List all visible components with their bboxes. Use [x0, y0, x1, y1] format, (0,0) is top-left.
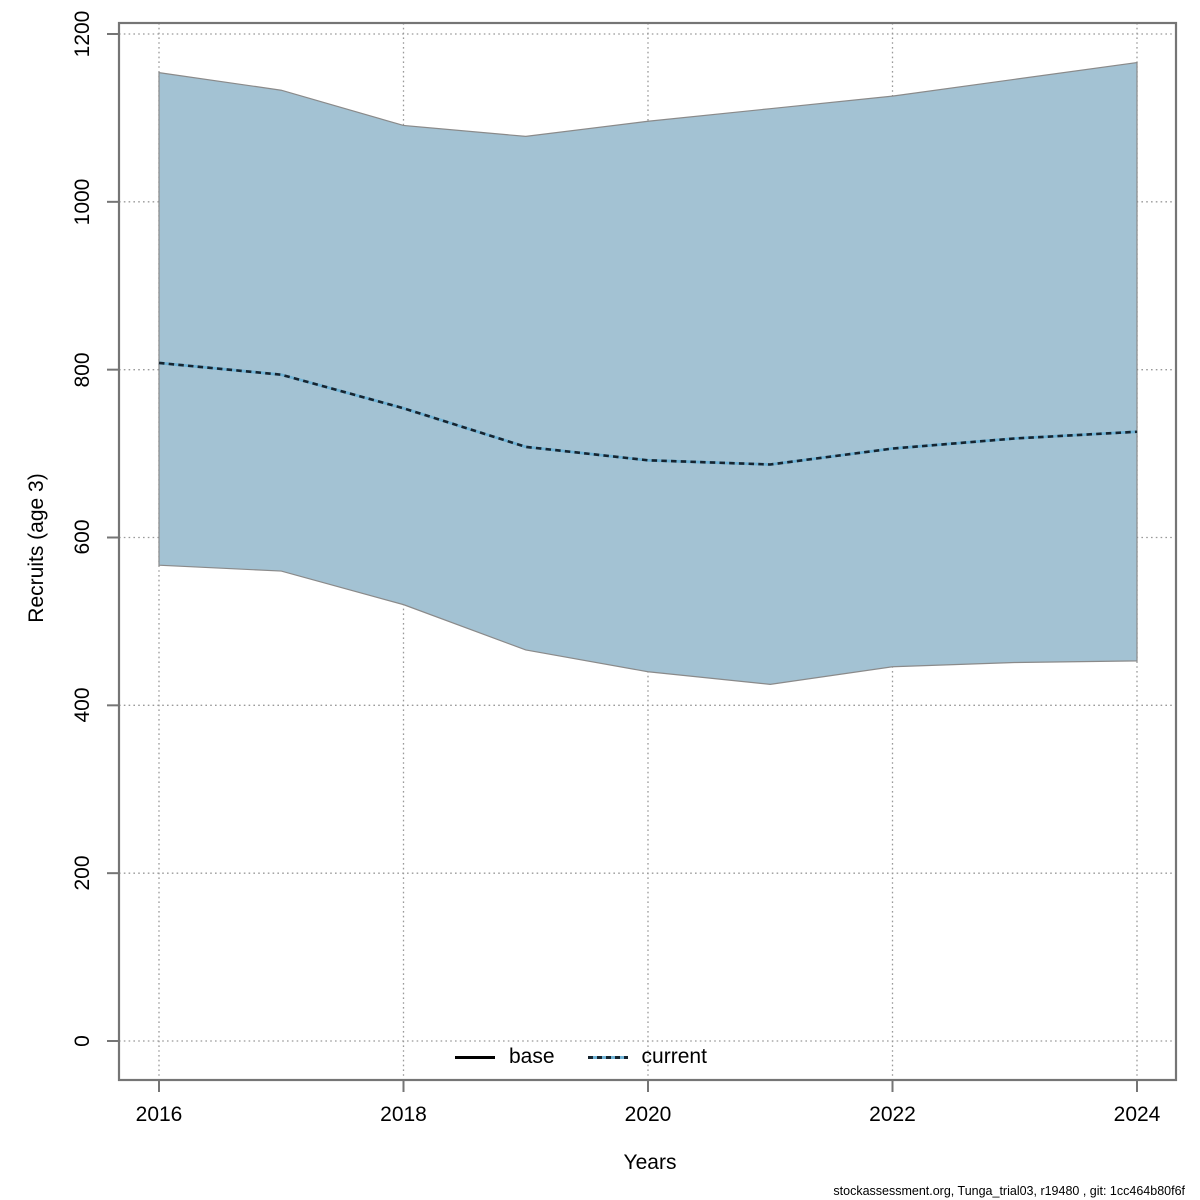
y-tick-label: 200: [71, 855, 94, 891]
x-tick-label: 2020: [624, 1103, 672, 1126]
x-tick-label: 2022: [869, 1103, 916, 1126]
y-tick-label: 800: [71, 352, 94, 388]
x-tick-label: 2018: [380, 1103, 427, 1126]
y-tick-label: 1200: [71, 10, 94, 58]
confidence-band: [158, 61, 1138, 685]
legend: base current: [455, 1044, 707, 1070]
x-axis-title: Years: [623, 1151, 677, 1174]
current-line-sample-icon: [587, 1055, 628, 1059]
y-tick-label: 600: [71, 519, 94, 556]
watermark-text: stockassessment.org, Tunga_trial03, r194…: [833, 1184, 1185, 1198]
legend-item-current: current: [587, 1045, 707, 1069]
legend-label-base: base: [509, 1045, 555, 1068]
y-tick-label: 1000: [71, 178, 94, 226]
current-line-dashes: [158, 361, 1138, 466]
x-tick-label: 2024: [1113, 1103, 1161, 1126]
x-tick-label: 2016: [135, 1103, 183, 1126]
legend-item-base: base: [455, 1045, 555, 1069]
y-tick-label: 400: [71, 687, 94, 723]
legend-label-current: current: [641, 1045, 707, 1068]
base-line-sample-icon: [455, 1055, 495, 1059]
y-tick-label: 0: [71, 1035, 94, 1047]
y-axis-title: Recruits (age 3): [25, 473, 48, 623]
